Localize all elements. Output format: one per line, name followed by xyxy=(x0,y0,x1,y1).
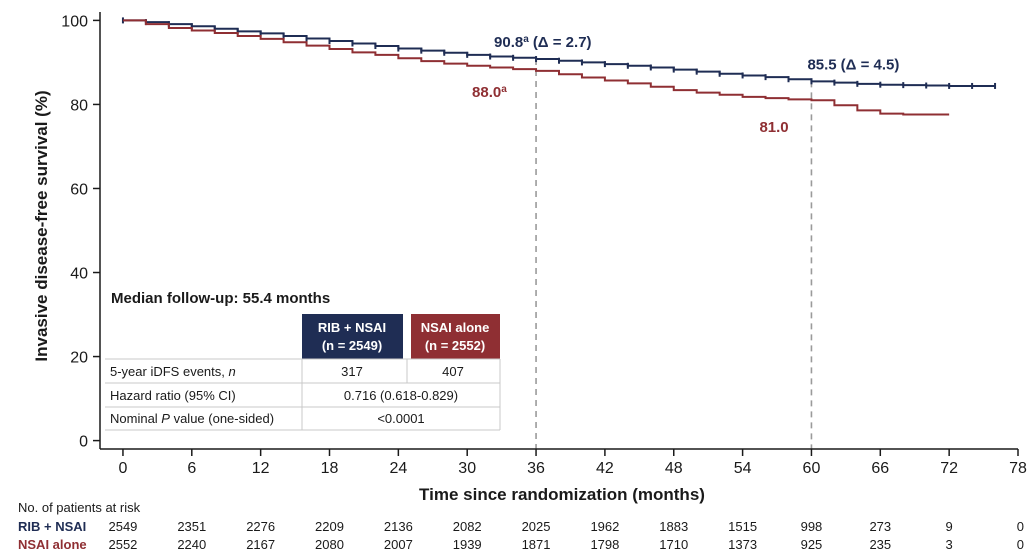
series-line-rib xyxy=(122,19,996,87)
events-rib: 317 xyxy=(341,364,363,379)
risk-value: 235 xyxy=(869,537,891,552)
row-p-label: Nominal P value (one-sided) xyxy=(110,411,274,426)
risk-value: 2549 xyxy=(108,519,137,534)
annotation-rib: 85.5 (Δ = 4.5) xyxy=(807,56,899,73)
y-tick-label: 100 xyxy=(61,13,88,30)
header-nsai xyxy=(411,314,500,359)
risk-value: 2025 xyxy=(522,519,551,534)
x-tick-label: 0 xyxy=(118,460,127,477)
risk-value: 1962 xyxy=(590,519,619,534)
risk-value: 2167 xyxy=(246,537,275,552)
risk-value: 1871 xyxy=(522,537,551,552)
y-tick-label: 80 xyxy=(70,97,88,114)
axes: 0 6 12 18 24 30 36 42 48 54 60 66 72 78 0 20 40 60 80 100 xyxy=(61,12,1027,477)
risk-value: 2007 xyxy=(384,537,413,552)
risk-value: 998 xyxy=(801,519,823,534)
risk-value: 2209 xyxy=(315,519,344,534)
header-nsai-n: (n = 2552) xyxy=(425,338,485,353)
risk-value: 3 xyxy=(946,537,953,552)
risk-value: 273 xyxy=(869,519,891,534)
risk-table-title: No. of patients at risk xyxy=(18,500,141,515)
risk-value: 1883 xyxy=(659,519,688,534)
annotation-rib: 90.8a (Δ = 2.7) xyxy=(494,34,591,52)
y-tick-label: 20 xyxy=(70,350,88,367)
x-axis-title: Time since randomization (months) xyxy=(419,485,705,504)
risk-value: 925 xyxy=(801,537,823,552)
hr-value: 0.716 (0.618-0.829) xyxy=(344,388,458,403)
row-hr-label: Hazard ratio (95% CI) xyxy=(110,388,236,403)
risk-value: 0 xyxy=(1017,519,1024,534)
survival-curves xyxy=(121,17,997,116)
table-grid xyxy=(105,358,501,431)
risk-value: 1798 xyxy=(590,537,619,552)
risk-value: 2552 xyxy=(108,537,137,552)
y-tick-label: 0 xyxy=(79,434,88,451)
row-events-label: 5-year iDFS events, n xyxy=(110,364,236,379)
header-nsai-label: NSAI alone xyxy=(421,320,490,335)
x-tick-label: 72 xyxy=(940,460,958,477)
risk-value: 2136 xyxy=(384,519,413,534)
x-tick-label: 24 xyxy=(389,460,407,477)
x-tick-label: 18 xyxy=(321,460,339,477)
risk-value: 2082 xyxy=(453,519,482,534)
x-tick-label: 60 xyxy=(803,460,821,477)
header-rib-label: RIB + NSAI xyxy=(318,320,386,335)
risk-value: 2080 xyxy=(315,537,344,552)
x-tick-label: 12 xyxy=(252,460,270,477)
risk-value: 1515 xyxy=(728,519,757,534)
stats-table: Median follow-up: 55.4 months RIB + NSAI… xyxy=(105,290,501,431)
x-tick-label: 54 xyxy=(734,460,752,477)
annotation-nsai: 81.0 xyxy=(759,119,788,136)
risk-value: 1373 xyxy=(728,537,757,552)
series-line-nsai xyxy=(122,19,950,116)
table-title: Median follow-up: 55.4 months xyxy=(111,290,330,307)
risk-value: 2351 xyxy=(177,519,206,534)
annotation-nsai: 88.0a xyxy=(472,83,507,101)
x-tick-label: 36 xyxy=(527,460,545,477)
risk-table: RIB + NSAI 2549 2351 2276 2209 2136 2082 2025 19… xyxy=(18,519,1024,552)
risk-row-label-rib: RIB + NSAI xyxy=(18,519,86,534)
risk-value: 9 xyxy=(946,519,953,534)
x-tick-label: 78 xyxy=(1009,460,1027,477)
header-rib-n: (n = 2549) xyxy=(322,338,382,353)
y-tick-label: 40 xyxy=(70,266,88,283)
x-tick-label: 30 xyxy=(458,460,476,477)
x-tick-label: 66 xyxy=(871,460,889,477)
risk-value: 1710 xyxy=(659,537,688,552)
x-tick-label: 42 xyxy=(596,460,614,477)
risk-value: 0 xyxy=(1017,537,1024,552)
guide-lines xyxy=(535,59,813,449)
annotations: 90.8a (Δ = 2.7) 85.5 (Δ = 4.5) 88.0a 81.0 xyxy=(472,34,899,137)
risk-value: 1939 xyxy=(453,537,482,552)
x-tick-label: 6 xyxy=(187,460,196,477)
x-tick-label: 48 xyxy=(665,460,683,477)
p-value: <0.0001 xyxy=(377,411,424,426)
y-tick-label: 60 xyxy=(70,181,88,198)
events-nsai: 407 xyxy=(442,364,464,379)
risk-value: 2240 xyxy=(177,537,206,552)
header-rib xyxy=(302,314,403,359)
y-axis-title: Invasive disease-free survival (%) xyxy=(32,90,51,361)
risk-row-label-nsai: NSAI alone xyxy=(18,537,87,552)
risk-value: 2276 xyxy=(246,519,275,534)
